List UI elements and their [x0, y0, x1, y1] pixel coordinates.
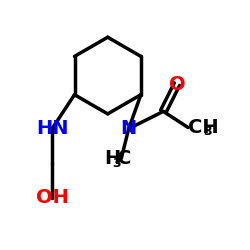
Text: O: O [168, 75, 185, 94]
Text: C: C [116, 149, 131, 168]
Text: H: H [104, 149, 120, 168]
Text: OH: OH [36, 188, 68, 208]
Text: HN: HN [36, 119, 68, 138]
Text: CH: CH [188, 118, 219, 137]
Text: N: N [120, 119, 137, 138]
Text: 3: 3 [112, 157, 121, 170]
Text: 3: 3 [203, 126, 212, 138]
